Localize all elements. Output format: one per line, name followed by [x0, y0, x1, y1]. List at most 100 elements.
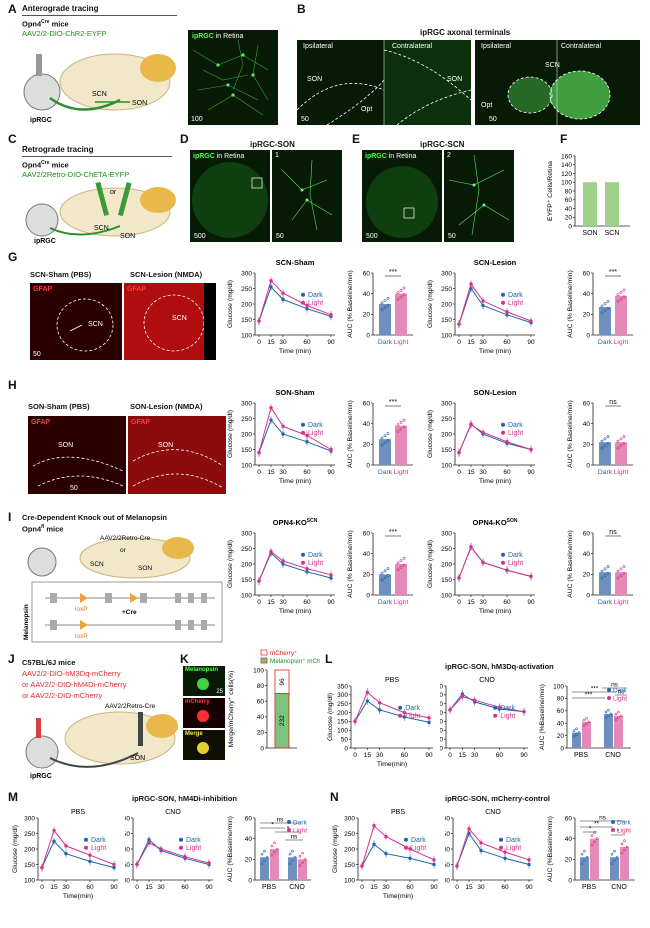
- individual-point: [590, 843, 594, 847]
- individual-point: [383, 306, 387, 309]
- y-tick-label: 50: [341, 736, 349, 743]
- legend-label-light: Light: [508, 560, 523, 567]
- legend-label-light: Light: [186, 845, 201, 852]
- chart-l3: 0 20 40 60 80 100 AUC (%Baseline/min) PBS CNO ***…: [539, 682, 631, 759]
- individual-point: [399, 288, 403, 292]
- individual-point: [402, 425, 406, 429]
- y-tick-label: 20: [583, 572, 591, 579]
- y-axis-label: Glucose (mg/dl): [427, 540, 434, 588]
- y-tick-label: 150: [241, 447, 252, 454]
- gfap-label: GFAP: [131, 419, 151, 426]
- panel-label-c: C: [8, 132, 17, 146]
- x-tick-label: 0: [448, 752, 452, 759]
- y-tick-label: 0: [366, 332, 370, 339]
- y-tick-label: 200: [24, 846, 35, 853]
- y-tick-label: 0: [586, 332, 590, 339]
- individual-point: [600, 576, 604, 580]
- individual-point: [619, 567, 623, 571]
- bar-pbs-light: [582, 721, 591, 748]
- individual-point: [603, 567, 607, 571]
- bar-light: [615, 295, 627, 335]
- y-tick-label: 200: [241, 561, 252, 568]
- significance-label: ns: [609, 399, 617, 406]
- panel-b-title: ipRGC axonal terminals: [420, 28, 511, 37]
- x-tick-label: 90: [205, 884, 213, 891]
- individual-point: [600, 311, 604, 315]
- legend-marker-dark: [404, 837, 408, 842]
- y-tick-label: 60: [363, 400, 371, 407]
- y-tick-label: 200: [441, 561, 452, 568]
- gfap-label: GFAP: [33, 286, 53, 293]
- lesion-label: SON-Lesion (NMDA): [130, 402, 203, 411]
- micrograph-d-retina: ipRGC in Retina 500: [190, 150, 270, 242]
- y-tick-label: 0: [440, 745, 443, 752]
- individual-point: [606, 442, 610, 445]
- scale-bar-e: 500: [366, 233, 378, 240]
- x-tick-label: 30: [279, 339, 287, 346]
- bar-merge: [274, 693, 290, 749]
- individual-point: [298, 864, 302, 867]
- panel-label-h: H: [8, 378, 17, 392]
- scale-bar-e2: 50: [448, 233, 456, 240]
- individual-point: [610, 852, 614, 856]
- individual-point: [622, 572, 626, 575]
- x-tick-label: Dark: [598, 599, 613, 606]
- bar-scn: [605, 182, 619, 226]
- legend-label-light: Light: [405, 713, 420, 720]
- individual-point: [380, 578, 384, 582]
- son-label: SON: [158, 442, 174, 449]
- y-tick-label: 0: [366, 592, 370, 599]
- bar-cno-light: [614, 715, 623, 748]
- panel-label-j: J: [8, 652, 15, 666]
- panel-label-g: G: [8, 250, 18, 264]
- individual-point: [386, 567, 390, 571]
- y-axis-label: Glucose (mg/dl): [227, 280, 234, 328]
- y-tick-label: 150: [125, 862, 130, 869]
- significance-label: ns: [277, 817, 285, 824]
- significance-label: ns: [609, 529, 617, 536]
- legend-marker-merge: [260, 657, 268, 664]
- legend-marker-light: [607, 696, 611, 700]
- individual-point: [606, 572, 610, 575]
- legend-marker-light: [404, 845, 408, 850]
- bar-light: [395, 293, 407, 335]
- scn-label: SCN: [545, 62, 560, 69]
- individual-point: [380, 301, 384, 305]
- y-tick-label: 100: [440, 728, 443, 735]
- y-tick-label: 20: [363, 572, 371, 579]
- chart-title: SCN-Lesion: [474, 258, 517, 267]
- legend-label-dark: Dark: [613, 688, 627, 695]
- x-tick-label: Dark: [378, 599, 393, 606]
- individual-point: [619, 714, 623, 718]
- x-tick-label: 0: [455, 884, 459, 891]
- micrograph-d-zoom: 1 50: [272, 150, 342, 242]
- son-label: SON: [447, 76, 463, 83]
- x-tick-label: SCN: [605, 230, 620, 237]
- svg-text:SON: SON: [120, 233, 135, 240]
- y-tick-label: 100: [125, 877, 130, 884]
- legend-label-light: Light: [613, 696, 627, 703]
- y-tick-label: 0: [248, 877, 252, 884]
- individual-point: [399, 420, 403, 424]
- y-tick-label: 60: [557, 708, 565, 715]
- x-tick-label: 60: [401, 752, 409, 759]
- x-tick-label: CNO: [289, 884, 305, 891]
- chart-m1: 100 150 200 250 300 Glucose (mg/dl) 0 15 30 60 90 T…: [12, 809, 118, 900]
- svg-text:SCN: SCN: [90, 561, 104, 568]
- x-axis-label: Time (min): [279, 608, 311, 615]
- individual-point: [616, 576, 620, 580]
- individual-point: [622, 442, 626, 445]
- mouse-line: C57BL/6J mice: [22, 658, 76, 667]
- individual-point: [606, 435, 610, 438]
- legend-label-light: Light: [91, 845, 106, 852]
- chart-title: SCN-Sham: [276, 258, 315, 267]
- chart-h1: 100 150 200 250 300 Glucose (mg/dl) 0 15 30 60 90 T…: [227, 388, 335, 485]
- individual-point: [291, 859, 294, 862]
- individual-point: [607, 714, 610, 718]
- significance-label: ns: [611, 682, 619, 689]
- chart-g1: 100 150 200 250 300 Glucose (mg/dl) 0 15 30 60 90 T…: [227, 258, 335, 355]
- legend-marker-dark: [611, 820, 615, 824]
- bar-light: [615, 572, 627, 595]
- mouse-line: Opn4Cre mice: [22, 160, 69, 170]
- legend-marker-light: [179, 845, 183, 850]
